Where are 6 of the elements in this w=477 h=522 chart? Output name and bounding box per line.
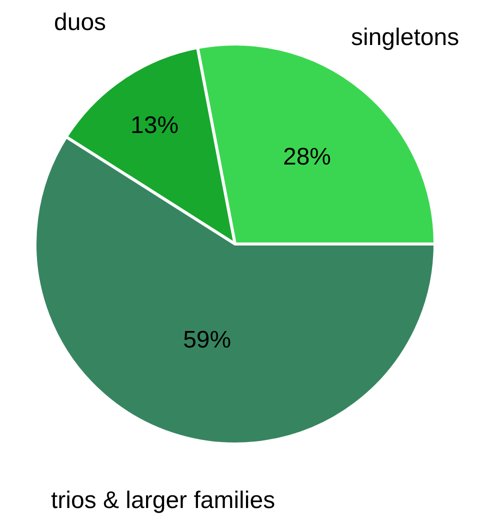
data-label: 28% (282, 143, 332, 170)
data-label: 13% (130, 112, 179, 140)
slice-label: trios & larger families (51, 487, 276, 514)
data-label: 59% (183, 326, 232, 354)
slice-label: duos (54, 9, 106, 36)
slice-label: singletons (351, 24, 460, 51)
